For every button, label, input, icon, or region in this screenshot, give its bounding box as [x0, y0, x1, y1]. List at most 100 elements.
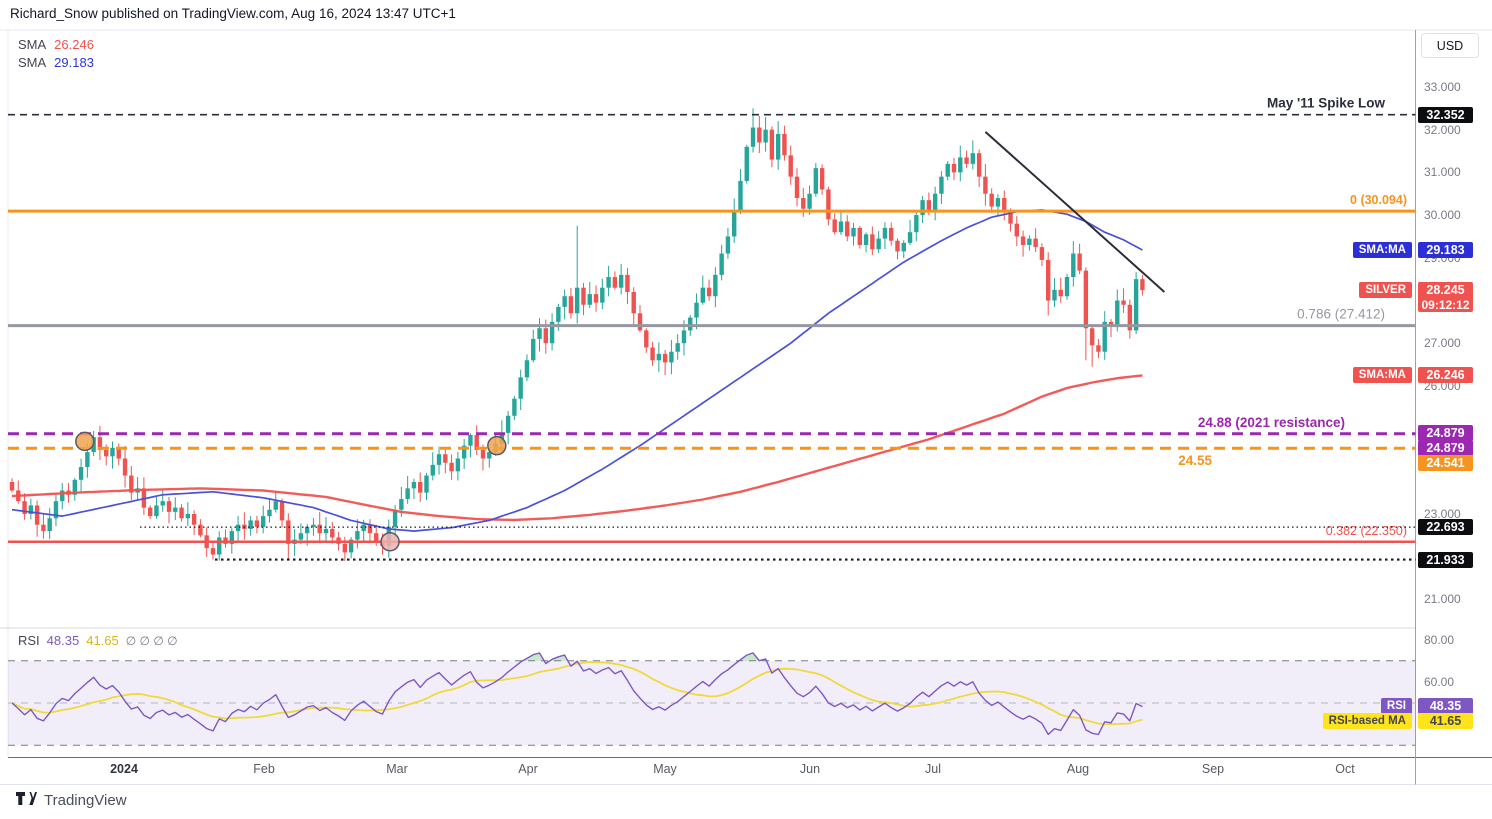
candle-body — [455, 458, 461, 472]
candle-body — [374, 533, 379, 542]
sma-slow-line[interactable] — [11, 374, 1143, 522]
candle-body — [775, 133, 781, 160]
candle-body — [392, 509, 398, 527]
candle-body — [198, 524, 203, 536]
candle-body — [637, 313, 643, 331]
series-name-badge: SMA:MA — [1352, 367, 1412, 384]
candle-body — [631, 291, 636, 314]
candle-body — [330, 528, 335, 538]
tradingview-logo[interactable]: TradingView — [16, 792, 127, 809]
price-axis-label: 21.000 — [1424, 592, 1461, 607]
candle-body — [104, 449, 109, 457]
candle-body — [901, 242, 906, 252]
candle-body — [411, 481, 417, 489]
candle-body — [286, 520, 291, 544]
indicator-legend: SMA 26.246 SMA 29.183 — [18, 36, 94, 72]
candle-body — [1014, 223, 1019, 237]
candle-body — [47, 518, 52, 532]
rsi-line[interactable] — [11, 652, 1143, 736]
time-axis-tick: Jun — [799, 762, 821, 776]
candle-body — [600, 287, 605, 303]
rsi-ma-line[interactable] — [11, 661, 1143, 726]
candle-body — [122, 458, 128, 476]
candle-body — [436, 454, 442, 465]
trendline-drawing[interactable] — [984, 131, 1166, 293]
time-axis-tick: Jul — [925, 762, 941, 776]
candle-body — [1002, 198, 1007, 211]
rsi-legend-row[interactable]: RSI 48.35 41.65 ∅ ∅ ∅ ∅ — [18, 633, 185, 648]
candle-body — [970, 153, 976, 164]
candle-body — [474, 435, 479, 450]
candle-body — [851, 227, 856, 237]
candle-body — [625, 274, 630, 292]
candle-body — [744, 146, 749, 181]
candle-body — [951, 163, 957, 173]
candle-body — [254, 520, 260, 527]
candle-body — [361, 524, 366, 532]
candle-body — [788, 155, 793, 177]
candle-body — [964, 157, 969, 164]
candle-body — [173, 507, 178, 512]
candle-body — [794, 176, 800, 199]
candle-body — [926, 200, 932, 211]
candle-body — [72, 479, 77, 495]
candle-body — [669, 351, 674, 363]
candle-body — [147, 507, 153, 517]
candle-body — [845, 221, 850, 237]
candle-body — [556, 306, 561, 322]
candle-body — [405, 488, 410, 500]
candle-body — [304, 526, 310, 534]
circle-marker[interactable] — [487, 435, 507, 456]
price-axis-label: 31.000 — [1424, 165, 1461, 180]
axis-price-badge: 24.879 — [1418, 424, 1473, 441]
candle-body — [801, 198, 806, 209]
candle-body — [78, 467, 84, 480]
candle-body — [581, 287, 586, 305]
axis-price-badge: 48.35 — [1418, 698, 1473, 715]
axis-price-badge: 28.245 09:12:12 — [1418, 282, 1473, 313]
circle-marker[interactable] — [380, 532, 400, 552]
candle-body — [60, 490, 65, 502]
level-label: 24.55 — [1178, 453, 1212, 468]
candle-body — [116, 447, 121, 459]
candle-body — [989, 193, 994, 207]
time-axis-tick: May — [653, 762, 677, 776]
candle-body — [191, 514, 197, 525]
candle-body — [807, 193, 812, 209]
candle-body — [606, 277, 611, 288]
axis-price-badge: 22.693 — [1418, 519, 1473, 536]
candle-body — [1140, 279, 1145, 291]
candle-body — [995, 198, 1001, 207]
candle-body — [675, 343, 680, 352]
candle-body — [166, 501, 172, 512]
candle-body — [958, 157, 963, 173]
candle-body — [1071, 253, 1076, 278]
candle-body — [28, 505, 34, 514]
sma-legend-row[interactable]: SMA 26.246 — [18, 36, 94, 54]
candle-body — [914, 215, 919, 233]
candle-body — [317, 524, 322, 534]
candle-body — [323, 528, 329, 534]
currency-toggle-button[interactable]: USD — [1421, 33, 1479, 58]
candle-body — [185, 514, 191, 519]
candle-body — [700, 287, 705, 303]
level-label: 0.786 (27.412) — [1297, 307, 1385, 322]
candle-body — [732, 210, 737, 237]
level-label: 24.88 (2021 resistance) — [1198, 415, 1345, 430]
candle-body — [857, 227, 862, 245]
candle-body — [311, 524, 316, 527]
circle-marker[interactable] — [75, 431, 95, 452]
sma-fast-line[interactable] — [11, 209, 1143, 532]
candle-body — [1039, 247, 1045, 260]
time-axis-tick: Apr — [518, 762, 538, 776]
candle-body — [179, 507, 184, 519]
time-axis-tick: Feb — [253, 762, 275, 776]
candle-body — [110, 447, 115, 457]
candle-body — [757, 127, 762, 143]
candle-body — [424, 475, 429, 493]
sma-legend-row[interactable]: SMA 29.183 — [18, 54, 94, 72]
tradingview-logo-icon — [16, 792, 37, 805]
time-axis-tick: Oct — [1335, 762, 1355, 776]
